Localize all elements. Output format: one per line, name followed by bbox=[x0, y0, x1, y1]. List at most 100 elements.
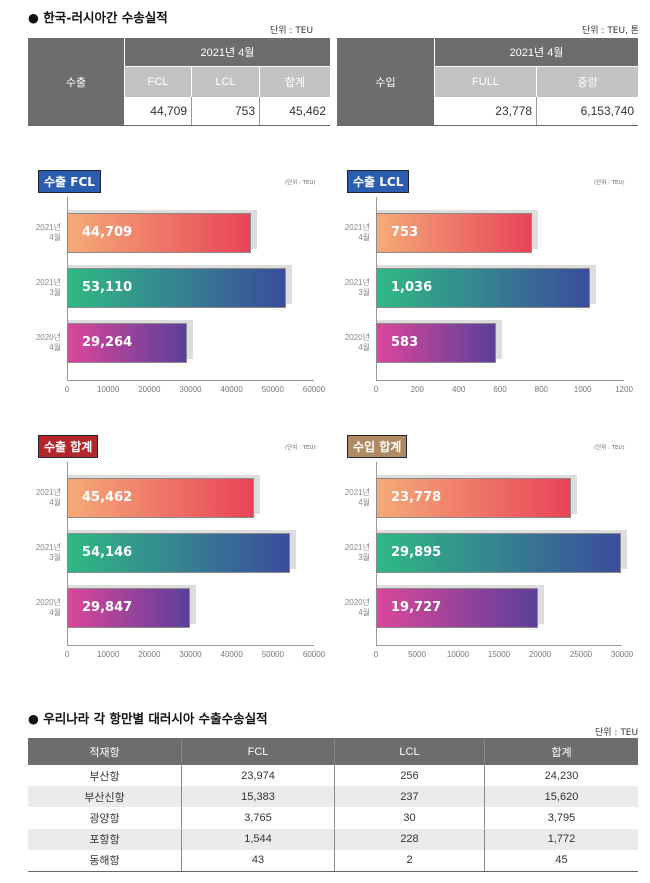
export-fcl-value: 44,709 bbox=[125, 97, 192, 125]
chart-unit: (단위 : TEU) bbox=[285, 445, 316, 451]
bar bbox=[376, 268, 591, 308]
import-row-label: 수입 bbox=[337, 38, 434, 125]
cell: 부산신항 bbox=[28, 786, 182, 808]
cell: FCL bbox=[182, 738, 335, 765]
chart-title-badge: 수입 합계 bbox=[347, 435, 408, 458]
x-tick-label: 0 bbox=[373, 650, 379, 659]
category-label: 2021년 4월 bbox=[35, 488, 61, 507]
category-label: 2021년 4월 bbox=[35, 223, 61, 242]
cell: 적재항 bbox=[28, 738, 182, 765]
bar bbox=[67, 588, 190, 628]
bar-value-label: 45,462 bbox=[82, 490, 133, 505]
import-unit: 단위 : TEU, 톤 bbox=[582, 26, 640, 36]
x-tick-label: 10000 bbox=[97, 385, 120, 394]
cell: 23,974 bbox=[182, 765, 335, 786]
x-tick-label: 800 bbox=[534, 385, 549, 394]
cell: 포항항 bbox=[28, 828, 182, 850]
bar bbox=[67, 213, 252, 253]
category-label: 2021년 4월 bbox=[344, 488, 370, 507]
chart-unit: (단위 : TEU) bbox=[594, 445, 625, 451]
bar-value-label: 1,036 bbox=[391, 280, 433, 295]
bar bbox=[67, 533, 290, 573]
x-tick-label: 20000 bbox=[138, 385, 161, 394]
x-tick-label: 600 bbox=[493, 385, 507, 394]
export-col-total: 합계 bbox=[260, 67, 330, 97]
bar-value-label: 29,264 bbox=[82, 335, 133, 350]
table-row: 부산신항 15,383 237 15,620 bbox=[28, 786, 638, 808]
bar bbox=[376, 588, 538, 628]
cell: 256 bbox=[335, 765, 485, 786]
export-unit: 단위 : TEU bbox=[270, 26, 314, 36]
import-period: 2021년 4월 bbox=[435, 38, 638, 67]
summary-title: ● 한국-러시아간 수송실적 bbox=[28, 10, 168, 25]
x-tick-label: 50000 bbox=[261, 650, 284, 659]
cell: 동해항 bbox=[28, 849, 182, 871]
cell: 광양항 bbox=[28, 807, 182, 829]
x-tick-label: 200 bbox=[410, 385, 425, 394]
x-tick-label: 40000 bbox=[220, 650, 243, 659]
bar bbox=[67, 478, 255, 518]
import-col-full: FULL bbox=[435, 67, 536, 97]
bar bbox=[376, 213, 532, 253]
bar-value-label: 29,895 bbox=[391, 545, 442, 560]
chart-unit: (단위 : TEU) bbox=[594, 180, 625, 186]
import-col-weight: 중량 bbox=[537, 67, 638, 97]
category-label: 2020년 4월 bbox=[35, 598, 61, 617]
export-total-value: 45,462 bbox=[260, 97, 330, 125]
x-tick-label: 10000 bbox=[446, 650, 470, 659]
bar-value-label: 583 bbox=[391, 335, 419, 350]
x-axis bbox=[67, 645, 314, 646]
x-tick-label: 0 bbox=[64, 385, 70, 394]
table-row: 부산항 23,974 256 24,230 bbox=[28, 765, 638, 786]
x-axis bbox=[67, 380, 314, 381]
x-axis bbox=[376, 380, 624, 381]
category-label: 2020년 4월 bbox=[35, 333, 61, 352]
ports-title: ● 우리나라 각 항만별 대러시아 수출수송실적 bbox=[28, 711, 268, 726]
bar-value-label: 753 bbox=[391, 225, 419, 240]
category-label: 2021년 3월 bbox=[344, 543, 370, 562]
cell: 24,230 bbox=[544, 769, 579, 782]
cell: 1,544 bbox=[182, 828, 335, 850]
export-col-fcl: FCL bbox=[125, 67, 191, 97]
x-tick-label: 1200 bbox=[615, 385, 633, 394]
x-tick-label: 20000 bbox=[528, 650, 552, 659]
chart-title-badge: 수출 LCL bbox=[347, 170, 410, 193]
x-tick-label: 10000 bbox=[97, 650, 120, 659]
export-row-label: 수출 bbox=[28, 38, 124, 125]
x-tick-label: 0 bbox=[64, 650, 70, 659]
x-axis bbox=[376, 645, 622, 646]
ports-unit: 단위 : TEU bbox=[595, 728, 639, 738]
export-col-lcl: LCL bbox=[192, 67, 259, 97]
bar bbox=[376, 533, 622, 573]
category-label: 2021년 3월 bbox=[35, 543, 61, 562]
import-weight-value: 6,153,740 bbox=[537, 97, 638, 125]
chart-title-badge: 수출 합계 bbox=[38, 435, 99, 458]
category-label: 2020년 4월 bbox=[344, 333, 370, 352]
bar-value-label: 23,778 bbox=[391, 490, 442, 505]
cell: LCL bbox=[335, 738, 485, 765]
chart-title-badge: 수출 FCL bbox=[38, 170, 101, 193]
bar bbox=[67, 268, 286, 308]
x-tick-label: 30000 bbox=[179, 650, 202, 659]
x-tick-label: 20000 bbox=[138, 650, 161, 659]
bar bbox=[67, 323, 188, 363]
x-tick-label: 1000 bbox=[573, 385, 592, 394]
bar-value-label: 44,709 bbox=[82, 225, 133, 240]
bar-value-label: 54,146 bbox=[82, 545, 133, 560]
cell: 228 bbox=[335, 828, 485, 850]
x-tick-label: 15000 bbox=[487, 650, 511, 659]
x-tick-label: 60000 bbox=[302, 385, 326, 394]
export-lcl-value: 753 bbox=[192, 97, 260, 125]
cell: 3,795 bbox=[547, 811, 576, 824]
bar-value-label: 29,847 bbox=[82, 600, 133, 615]
cell: 3,765 bbox=[182, 807, 335, 829]
cell: 2 bbox=[335, 849, 485, 871]
category-label: 2021년 3월 bbox=[35, 278, 61, 297]
table-header: 적재항 FCL LCL 합계 bbox=[28, 738, 638, 765]
x-tick-label: 25000 bbox=[569, 650, 593, 659]
cell: 43 bbox=[182, 849, 335, 871]
table-row: 동해항 43 2 45 bbox=[28, 849, 638, 871]
table-row: 광양항 3,765 30 3,795 bbox=[28, 807, 638, 829]
x-tick-label: 50000 bbox=[261, 385, 284, 394]
x-tick-label: 0 bbox=[373, 385, 379, 394]
